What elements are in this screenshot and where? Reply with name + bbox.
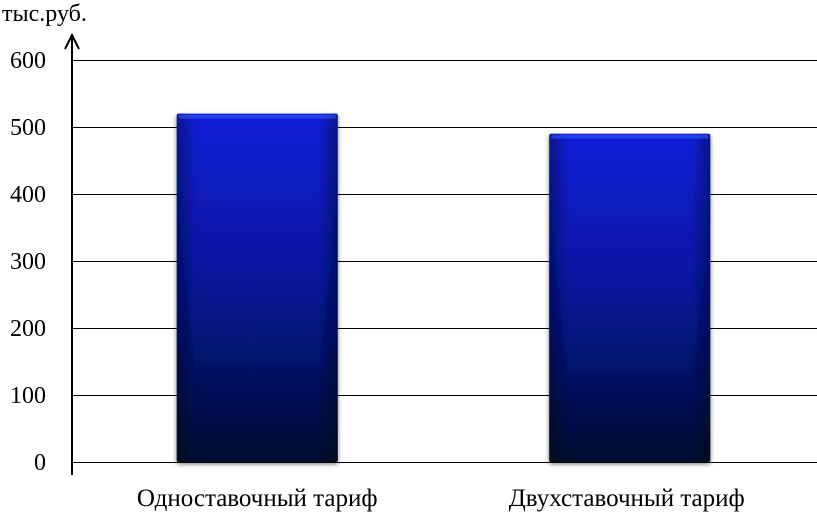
y-axis: [64, 32, 80, 475]
y-tick-label: 0: [34, 450, 46, 476]
y-tick-label: 600: [10, 48, 46, 74]
bars: [176, 113, 711, 462]
y-tick-label: 300: [10, 249, 46, 275]
y-tick-labels: 0 100 200 300 400 500 600: [10, 48, 46, 476]
bar-group-2: [549, 133, 711, 462]
bar-edge-shade: [549, 133, 711, 462]
y-tick-label: 500: [10, 115, 46, 141]
bar-group-1: [176, 113, 338, 462]
x-category-label: Одноставочный тариф: [137, 485, 378, 512]
bar-edge-shade: [176, 113, 338, 462]
y-axis-unit-label: тыс.руб.: [2, 1, 87, 27]
y-axis-arrowhead: [64, 32, 80, 50]
y-tick-label: 200: [10, 316, 46, 342]
y-tick-label: 100: [10, 383, 46, 409]
bar-top-highlight: [551, 134, 709, 139]
x-category-labels: Одноставочный тариф Двухставочный тариф: [137, 485, 745, 512]
y-tick-label: 400: [10, 182, 46, 208]
x-category-label: Двухставочный тариф: [509, 485, 745, 512]
bar-top-highlight: [178, 114, 336, 119]
